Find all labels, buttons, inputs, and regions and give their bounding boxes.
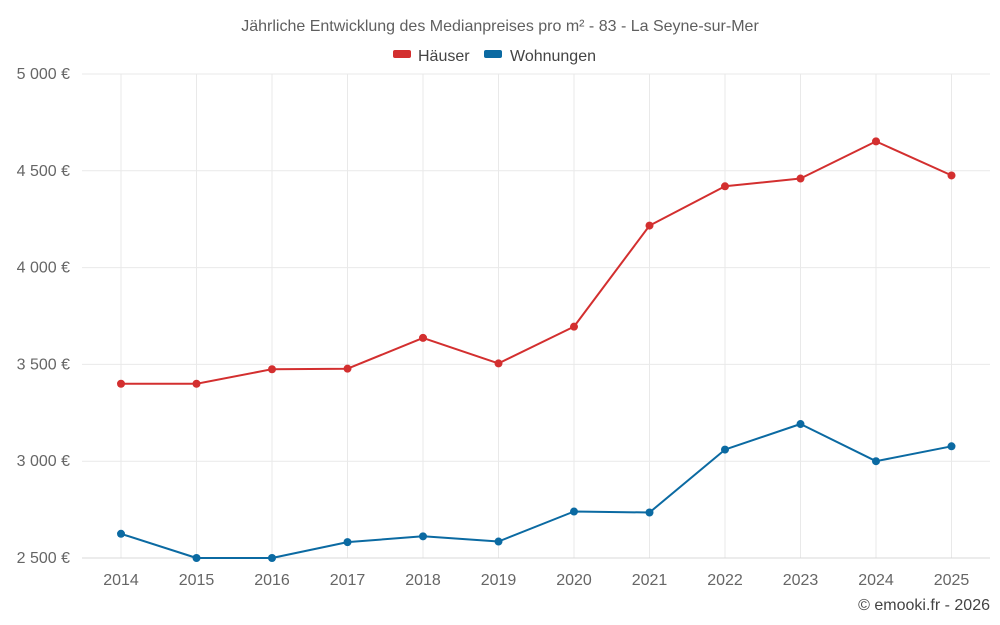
- data-point-wohnungen-2021[interactable]: [645, 508, 654, 517]
- legend-label-haeuser: Häuser: [418, 48, 470, 65]
- data-point-wohnungen-2024[interactable]: [872, 457, 880, 466]
- legend-swatch-wohnungen: [484, 50, 502, 58]
- x-tick-label: 2024: [858, 572, 894, 589]
- grid: [82, 73, 990, 559]
- series-layer: [117, 137, 956, 562]
- data-point-haeuser-2022[interactable]: [721, 182, 729, 191]
- x-tick-label: 2016: [254, 572, 290, 589]
- data-point-wohnungen-2023[interactable]: [796, 420, 805, 429]
- x-axis: 2014 2015 2016 2017 2018 2019 2020 2021 2022 2023…: [82, 557, 990, 589]
- y-tick-label: 2 500 €: [17, 550, 70, 567]
- data-point-wohnungen-2022[interactable]: [721, 445, 729, 454]
- data-point-wohnungen-2019[interactable]: [494, 537, 503, 546]
- x-tick-label: 2023: [783, 572, 819, 589]
- x-tick-label: 2019: [481, 572, 517, 589]
- y-tick-label: 3 000 €: [17, 453, 70, 470]
- chart-title: Jährliche Entwicklung des Medianpreises …: [241, 18, 759, 35]
- data-point-wohnungen-2016[interactable]: [268, 554, 276, 562]
- data-point-wohnungen-2014[interactable]: [117, 529, 125, 538]
- x-tick-label: 2020: [556, 572, 592, 589]
- data-point-haeuser-2024[interactable]: [872, 137, 880, 146]
- series-line-wohnungen: [120, 423, 952, 559]
- y-axis: 2 500 € 3 000 € 3 500 € 4 000 € 4 500 € 5 000…: [17, 66, 70, 567]
- legend-item-haeuser[interactable]: Häuser: [393, 48, 470, 65]
- data-point-wohnungen-2017[interactable]: [343, 538, 352, 547]
- data-point-wohnungen-2015[interactable]: [192, 554, 201, 562]
- data-point-haeuser-2023[interactable]: [796, 174, 805, 183]
- legend-label-wohnungen: Wohnungen: [510, 48, 596, 65]
- x-tick-label: 2025: [934, 572, 970, 589]
- data-point-haeuser-2019[interactable]: [494, 359, 503, 368]
- series-line-haeuser: [121, 140, 952, 385]
- data-point-haeuser-2021[interactable]: [645, 221, 654, 230]
- data-point-haeuser-2014[interactable]: [117, 379, 125, 388]
- x-tick-label: 2021: [632, 572, 668, 589]
- y-tick-label: 4 500 €: [17, 163, 70, 180]
- x-tick-label: 2014: [103, 572, 139, 589]
- data-point-haeuser-2020[interactable]: [570, 322, 578, 331]
- data-point-haeuser-2016[interactable]: [268, 365, 276, 374]
- data-point-wohnungen-2020[interactable]: [570, 507, 578, 516]
- data-point-wohnungen-2018[interactable]: [419, 532, 427, 541]
- data-point-wohnungen-2025[interactable]: [947, 442, 956, 451]
- data-point-haeuser-2018[interactable]: [419, 333, 427, 342]
- data-point-haeuser-2015[interactable]: [192, 379, 201, 388]
- legend: Häuser Wohnungen: [393, 48, 596, 65]
- x-tick-label: 2018: [405, 572, 441, 589]
- x-tick-label: 2022: [707, 572, 743, 589]
- credit-text: © emooki.fr - 2026: [858, 597, 990, 614]
- legend-swatch-haeuser: [393, 50, 411, 58]
- y-tick-label: 4 000 €: [17, 260, 70, 277]
- y-tick-label: 5 000 €: [17, 66, 70, 83]
- y-tick-label: 3 500 €: [17, 356, 70, 373]
- data-point-haeuser-2017[interactable]: [343, 364, 352, 373]
- data-point-haeuser-2025[interactable]: [947, 171, 956, 180]
- x-tick-label: 2015: [179, 572, 215, 589]
- legend-item-wohnungen[interactable]: Wohnungen: [484, 48, 596, 65]
- x-tick-label: 2017: [330, 572, 366, 589]
